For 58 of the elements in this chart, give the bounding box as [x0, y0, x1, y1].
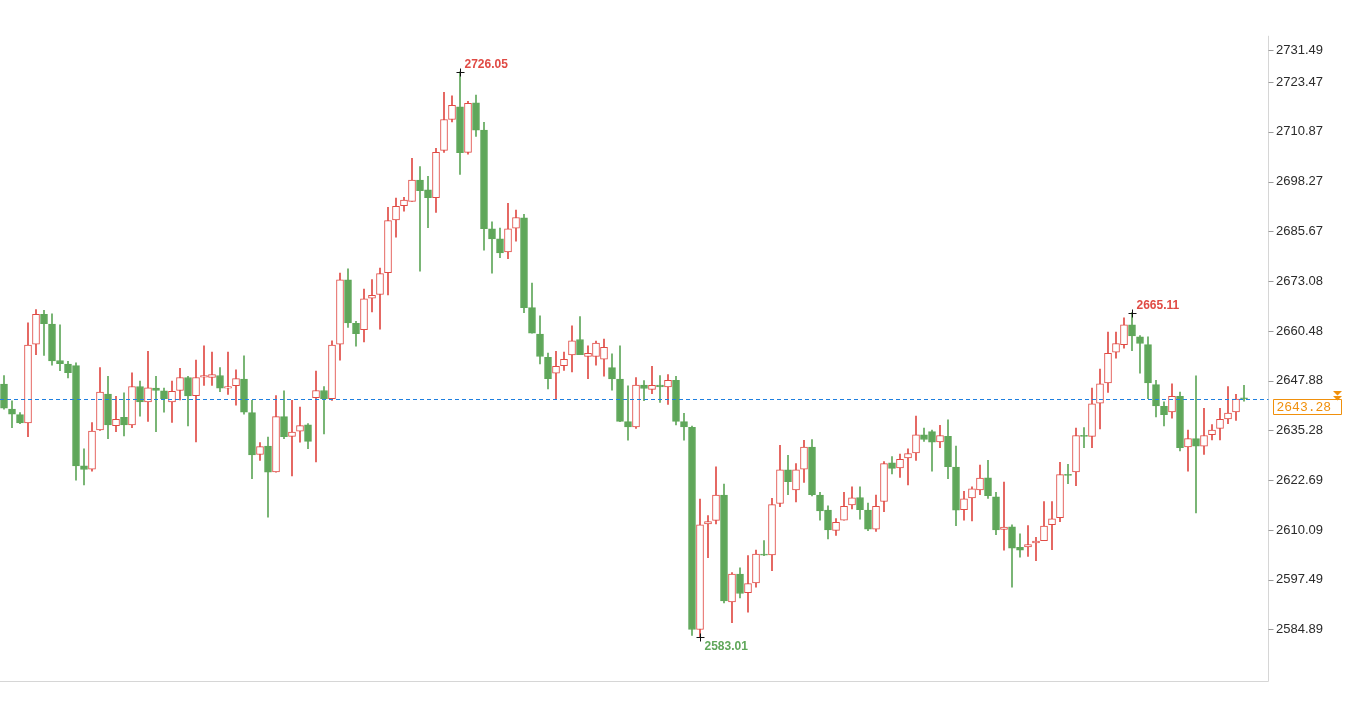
candlestick: [224, 351, 232, 395]
candlestick: [56, 324, 64, 372]
y-tick-label: 2723.47: [1276, 73, 1323, 89]
candlestick: [424, 176, 432, 229]
candlestick: [488, 221, 496, 274]
candlestick: [8, 400, 16, 428]
y-tick-label: 2610.09: [1276, 521, 1323, 537]
ref-line-label: 2643.28: [1276, 399, 1332, 415]
candlestick: [40, 309, 48, 356]
candlestick: [744, 555, 752, 613]
candlestick: [1024, 525, 1032, 557]
candlestick: [296, 406, 304, 443]
candlestick: [1192, 375, 1200, 514]
candlestick: [200, 345, 208, 386]
candlestick: [640, 380, 648, 402]
y-tick-label: 2731.49: [1276, 42, 1323, 58]
candlestick: [208, 351, 216, 386]
candlestick: [144, 351, 152, 422]
candlestick: [416, 166, 424, 272]
candlestick: [1200, 407, 1208, 455]
y-tick-label: 2597.49: [1276, 571, 1323, 587]
candlestick: [1224, 386, 1232, 424]
candlestick: [704, 515, 712, 558]
annotation: 2583.01: [704, 638, 749, 653]
candlestick: [680, 413, 688, 441]
candlestick: [320, 386, 328, 435]
candlestick: [1000, 481, 1008, 551]
candlestick: [760, 540, 768, 556]
candlestick: [552, 351, 560, 400]
y-tick-label: 2673.08: [1276, 272, 1323, 288]
candlestick: [584, 345, 592, 379]
candlestick: [648, 366, 656, 394]
candlestick: [1080, 427, 1088, 449]
candlestick: [288, 400, 296, 477]
candlestick: [664, 374, 672, 405]
candlestick: [624, 385, 632, 441]
y-tick-label: 2660.48: [1276, 322, 1323, 338]
candlestick: [232, 369, 240, 406]
annotation: 2726.05: [464, 56, 509, 71]
y-tick-label: 2647.88: [1276, 372, 1323, 388]
y-tick-label: 2635.28: [1276, 422, 1323, 438]
candlestick: [1240, 385, 1248, 402]
candlestick: [112, 396, 120, 432]
y-tick-label: 2685.67: [1276, 223, 1323, 239]
candlestick: [80, 448, 88, 486]
y-tick-label: 2710.87: [1276, 123, 1323, 139]
candlestick: [120, 392, 128, 437]
y-tick-label: 2584.89: [1276, 621, 1323, 637]
candlestick: [1184, 429, 1192, 472]
y-tick-label: 2698.27: [1276, 173, 1323, 189]
candlestick: [1048, 501, 1056, 550]
candlestick: [152, 375, 160, 432]
y-tick-label: 2622.69: [1276, 471, 1323, 487]
candlestick: [904, 448, 912, 486]
candlestick: [192, 359, 200, 443]
candlestick: [1136, 335, 1144, 374]
candlestick: [312, 370, 320, 463]
annotation: 2665.11: [1136, 297, 1180, 312]
